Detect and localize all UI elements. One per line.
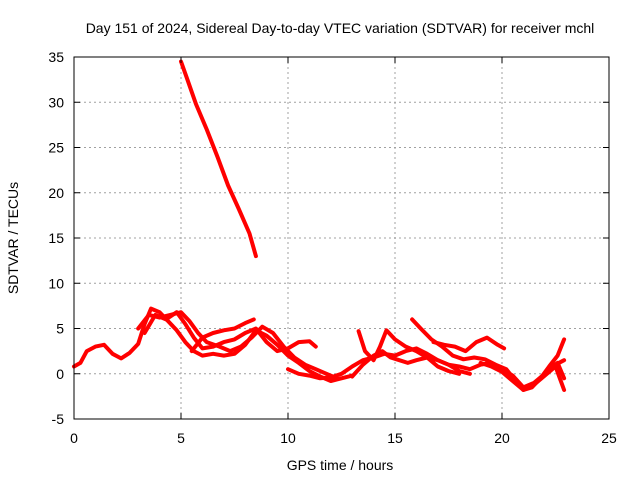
y-tick-label: 0 xyxy=(56,366,64,382)
x-tick-label: 25 xyxy=(601,430,617,446)
series-line-trace-9 xyxy=(431,335,507,354)
chart-title: Day 151 of 2024, Sidereal Day-to-day VTE… xyxy=(86,20,595,36)
series-line-trace-7 xyxy=(356,328,462,376)
y-tick-label: 10 xyxy=(48,275,64,291)
x-tick-label: 0 xyxy=(70,430,78,446)
y-axis-label: SDTVAR / TECUs xyxy=(5,182,21,294)
x-tick-label: 20 xyxy=(494,430,510,446)
y-tick-label: 30 xyxy=(48,94,64,110)
y-tick-label: 5 xyxy=(56,321,64,337)
grid xyxy=(74,57,609,419)
x-tick-label: 10 xyxy=(280,430,296,446)
x-tick-label: 15 xyxy=(387,430,403,446)
series-layer xyxy=(72,59,567,392)
y-tick-label: 25 xyxy=(48,140,64,156)
series-line-trace-2 xyxy=(142,310,318,354)
series-line-trace-3 xyxy=(136,310,340,381)
y-tick-label: 15 xyxy=(48,230,64,246)
series-line-trace-4 xyxy=(189,317,256,354)
x-axis-label: GPS time / hours xyxy=(287,457,394,473)
y-tick-label: 20 xyxy=(48,185,64,201)
ticks: 0 5 10 15 20 25 -5 0 5 10 15 20 25 30 35 xyxy=(48,49,617,446)
x-tick-label: 5 xyxy=(177,430,185,446)
y-tick-label: -5 xyxy=(52,411,65,427)
y-tick-label: 35 xyxy=(48,49,64,65)
series-line-trace-11 xyxy=(547,360,567,381)
series-line-trace-6 xyxy=(350,349,567,390)
series-line-trace-12 xyxy=(179,59,258,259)
